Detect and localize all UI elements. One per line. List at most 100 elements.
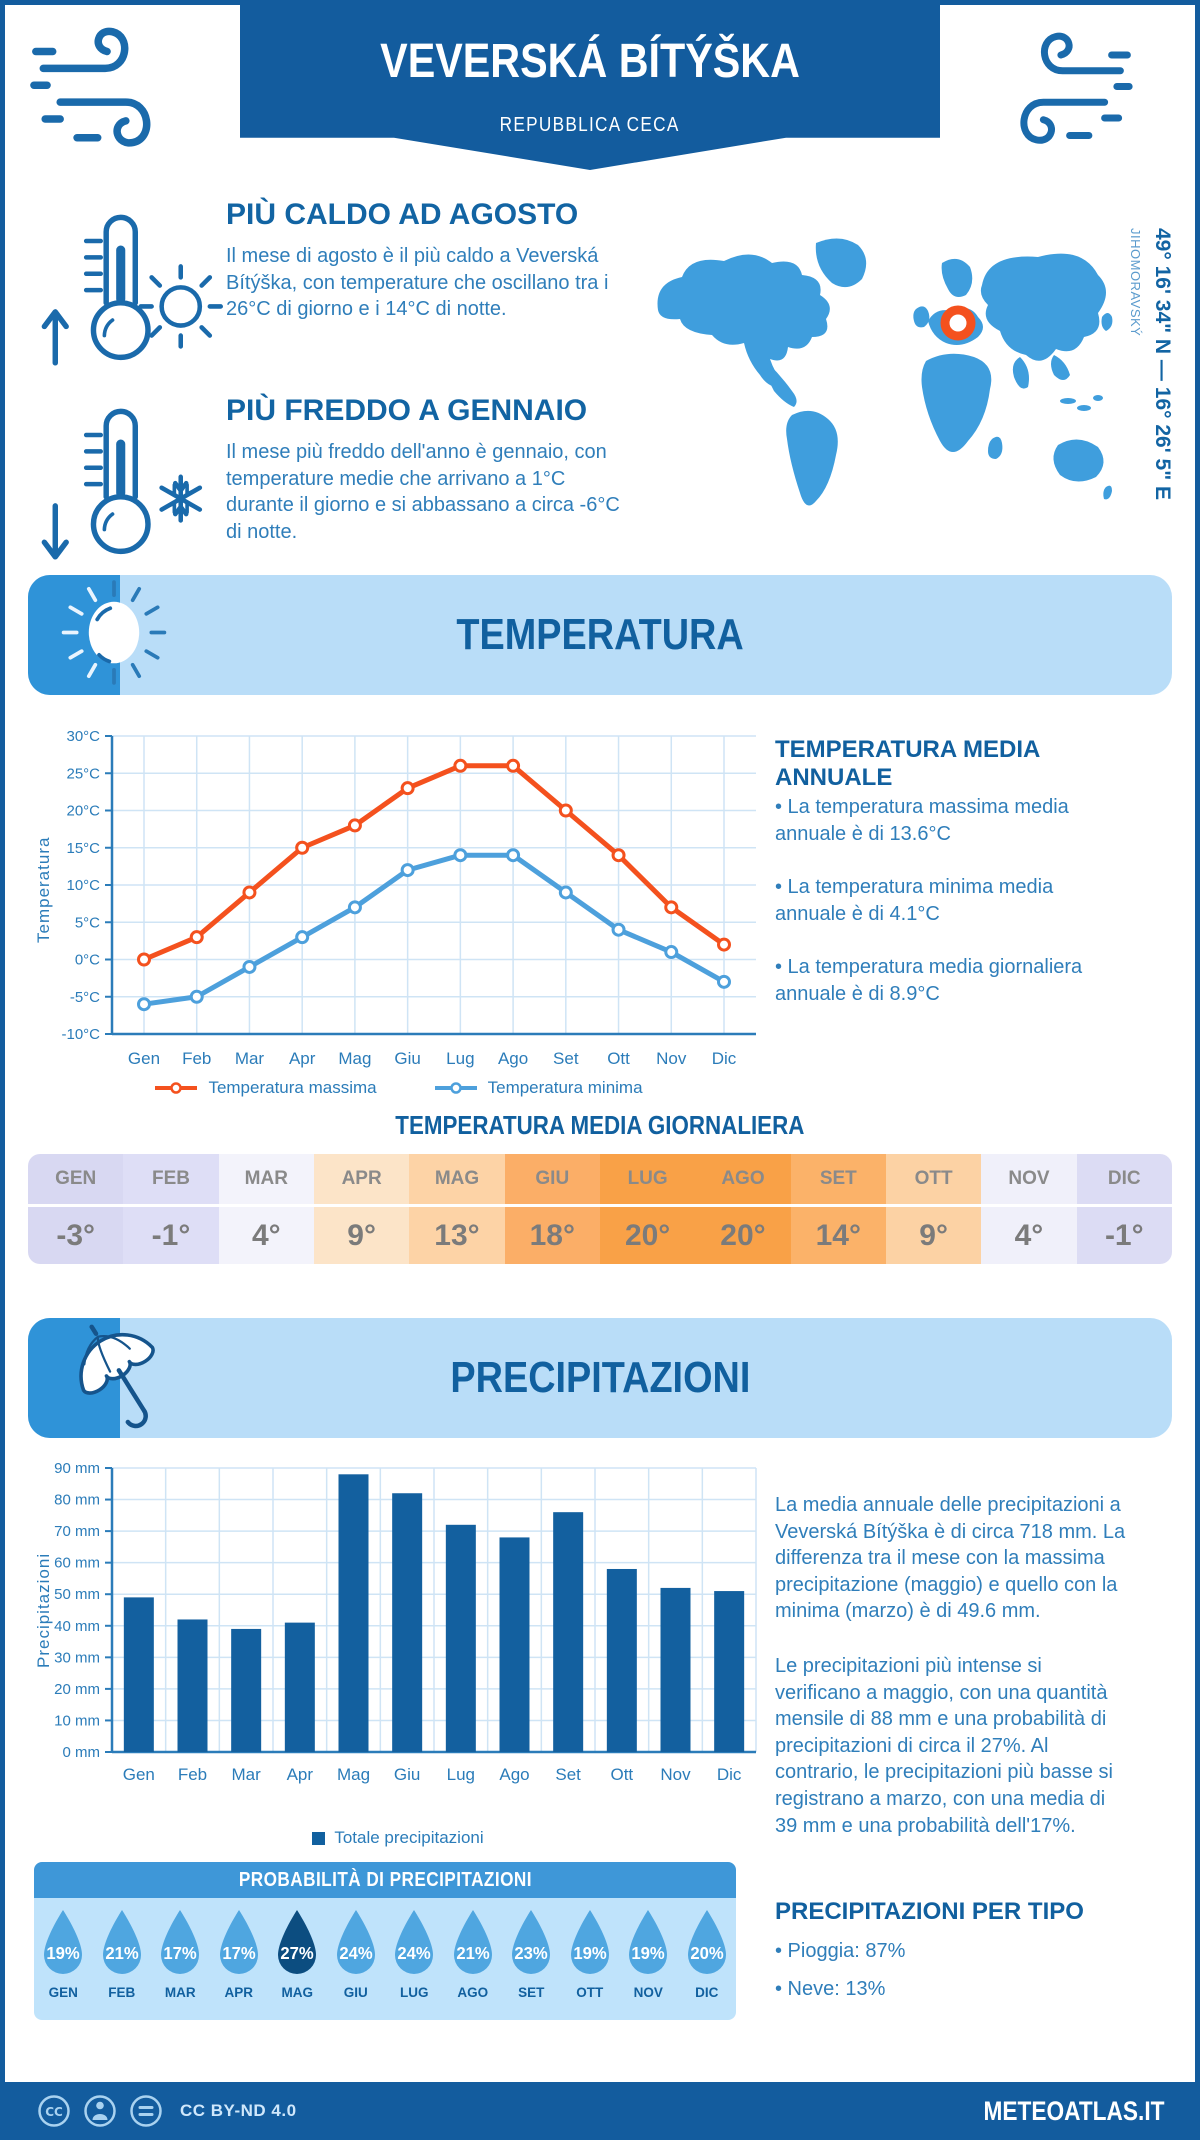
thermometer-hot-icon bbox=[28, 196, 228, 381]
probability-value: 24% bbox=[339, 1943, 373, 1963]
svg-text:Lug: Lug bbox=[446, 1049, 474, 1068]
daily-month-label: AGO bbox=[695, 1154, 791, 1204]
temperature-chart: -10°C -5°C 0°C 5°C 10°C 15°C 20°C 25°C 30°C Gen Fe… bbox=[26, 722, 770, 1085]
svg-text:30°C: 30°C bbox=[66, 728, 100, 745]
annual-bullet: • La temperatura massima media annuale è… bbox=[775, 796, 1069, 845]
license-icons: CC bbox=[36, 2093, 164, 2129]
daily-temperature-value: 20° bbox=[695, 1204, 791, 1264]
umbrella-icon bbox=[58, 1313, 176, 1444]
daily-month-label: FEB bbox=[123, 1154, 219, 1204]
probability-droplet: 19% GEN bbox=[37, 1907, 89, 2000]
annual-bullet: • La temperatura minima media annuale è … bbox=[775, 876, 1054, 925]
droplet-icon bbox=[102, 1910, 141, 1974]
daily-table-column: FEB -1° bbox=[123, 1154, 219, 1264]
bar bbox=[338, 1474, 369, 1752]
wind-icon bbox=[28, 14, 188, 169]
svg-text:Giu: Giu bbox=[394, 1765, 420, 1784]
svg-text:Ott: Ott bbox=[607, 1049, 630, 1068]
svg-text:15°C: 15°C bbox=[66, 840, 100, 857]
daily-table-column: MAG 13° bbox=[409, 1154, 505, 1264]
legend-item: Temperatura minima bbox=[433, 1078, 643, 1098]
cold-month-title: PIÙ FREDDO A GENNAIO bbox=[226, 394, 588, 427]
bar bbox=[284, 1622, 315, 1752]
daily-temperature-value: 4° bbox=[218, 1204, 314, 1264]
svg-text:Mar: Mar bbox=[235, 1049, 265, 1068]
bar bbox=[714, 1591, 745, 1752]
precipitation-types-bullets: • Pioggia: 87% • Neve: 13% bbox=[775, 1938, 1127, 2013]
daily-month-label: MAG bbox=[409, 1154, 505, 1204]
probability-month: DIC bbox=[695, 1985, 719, 2000]
world-map bbox=[640, 225, 1115, 525]
coordinates-label: 49° 16' 34" N — 16° 26' 5" E bbox=[1151, 228, 1174, 501]
probability-value: 19% bbox=[573, 1943, 607, 1963]
daily-month-label: GEN bbox=[28, 1154, 124, 1204]
droplet-icon bbox=[219, 1910, 258, 1974]
svg-text:Dic: Dic bbox=[717, 1765, 742, 1784]
daily-month-label: GIU bbox=[504, 1154, 600, 1204]
svg-text:70 mm: 70 mm bbox=[54, 1523, 100, 1540]
bar bbox=[445, 1524, 476, 1752]
bar bbox=[606, 1568, 637, 1752]
world-map-svg bbox=[657, 238, 1113, 506]
probability-month: MAG bbox=[281, 1985, 314, 2000]
annual-temperature-bullets: • La temperatura massima media annuale è… bbox=[775, 794, 1127, 1035]
svg-text:Mag: Mag bbox=[338, 1049, 371, 1068]
svg-text:0 mm: 0 mm bbox=[63, 1744, 101, 1761]
temperature-section-title: TEMPERATURA bbox=[456, 610, 744, 659]
license-label: CC BY-ND 4.0 bbox=[180, 2101, 297, 2120]
svg-text:10°C: 10°C bbox=[66, 877, 100, 894]
wind-icon bbox=[985, 20, 1135, 165]
svg-text:Gen: Gen bbox=[128, 1049, 160, 1068]
bar bbox=[392, 1493, 423, 1752]
daily-temperature-value: -1° bbox=[1076, 1204, 1172, 1264]
cold-month-text: Il mese più freddo dell'anno è gennaio, … bbox=[226, 441, 620, 543]
probability-month: MAR bbox=[164, 1985, 196, 2000]
daily-table-column: APR 9° bbox=[313, 1154, 410, 1264]
daily-month-label: APR bbox=[313, 1154, 410, 1204]
droplet-icon bbox=[512, 1910, 551, 1974]
daily-table-column: DIC -1° bbox=[1076, 1154, 1172, 1264]
precipitation-chart-legend: Totale precipitazioni bbox=[26, 1828, 770, 1848]
daily-month-label: NOV bbox=[981, 1154, 1077, 1204]
annual-temperature-title: TEMPERATURA MEDIA ANNUALE bbox=[775, 736, 1040, 791]
probability-month: NOV bbox=[633, 1985, 663, 2000]
svg-text:-10°C: -10°C bbox=[61, 1026, 100, 1043]
droplet-icon bbox=[278, 1910, 317, 1974]
svg-text:Lug: Lug bbox=[447, 1765, 475, 1784]
precipitation-banner: PRECIPITAZIONI bbox=[28, 1318, 1172, 1438]
probability-value: 20% bbox=[690, 1943, 724, 1963]
svg-text:0°C: 0°C bbox=[75, 952, 100, 969]
temperature-line-chart-svg: -10°C -5°C 0°C 5°C 10°C 15°C 20°C 25°C 30°C Gen Fe… bbox=[61, 728, 756, 1068]
daily-temperature-value: 20° bbox=[599, 1204, 696, 1264]
probability-month: AGO bbox=[457, 1985, 489, 2000]
legend-label: Temperatura massima bbox=[208, 1078, 377, 1097]
droplet-icon bbox=[629, 1910, 668, 1974]
probability-value: 17% bbox=[163, 1943, 197, 1963]
precipitation-paragraph: Le precipitazioni più intense si verific… bbox=[775, 1654, 1113, 1837]
precipitation-probability-panel: PROBABILITÀ DI PRECIPITAZIONI 19% GEN 21% F… bbox=[34, 1862, 736, 2020]
probability-droplet: 19% OTT bbox=[564, 1907, 616, 2000]
probability-droplet: 21% FEB bbox=[96, 1907, 148, 2000]
svg-text:Set: Set bbox=[553, 1049, 579, 1068]
bar bbox=[231, 1628, 262, 1752]
daily-temperature-value: 4° bbox=[981, 1204, 1077, 1264]
cc-icon: CC bbox=[38, 2095, 70, 2127]
svg-text:Nov: Nov bbox=[656, 1049, 687, 1068]
svg-text:-5°C: -5°C bbox=[70, 989, 100, 1006]
type-bullet: • Pioggia: 87% bbox=[775, 1940, 906, 1962]
probability-value: 19% bbox=[46, 1943, 80, 1963]
droplet-icon bbox=[687, 1910, 726, 1974]
svg-text:5°C: 5°C bbox=[75, 914, 100, 931]
probability-value: 27% bbox=[280, 1943, 314, 1963]
svg-text:25°C: 25°C bbox=[66, 765, 100, 782]
legend-item: Totale precipitazioni bbox=[312, 1828, 484, 1848]
daily-temperature-title: TEMPERATURA MEDIA GIORNALIERA bbox=[395, 1110, 805, 1140]
svg-text:Feb: Feb bbox=[182, 1049, 211, 1068]
probability-value: 23% bbox=[514, 1943, 548, 1963]
daily-month-label: LUG bbox=[599, 1154, 696, 1204]
daily-temperature-value: 9° bbox=[885, 1204, 982, 1264]
svg-text:Dic: Dic bbox=[712, 1049, 737, 1068]
header-banner: VEVERSKÁ BÍTÝŠKA REPUBBLICA CECA bbox=[240, 0, 940, 170]
svg-text:Nov: Nov bbox=[660, 1765, 691, 1784]
region-label: JIHOMORAVSKÝ bbox=[1128, 228, 1143, 337]
